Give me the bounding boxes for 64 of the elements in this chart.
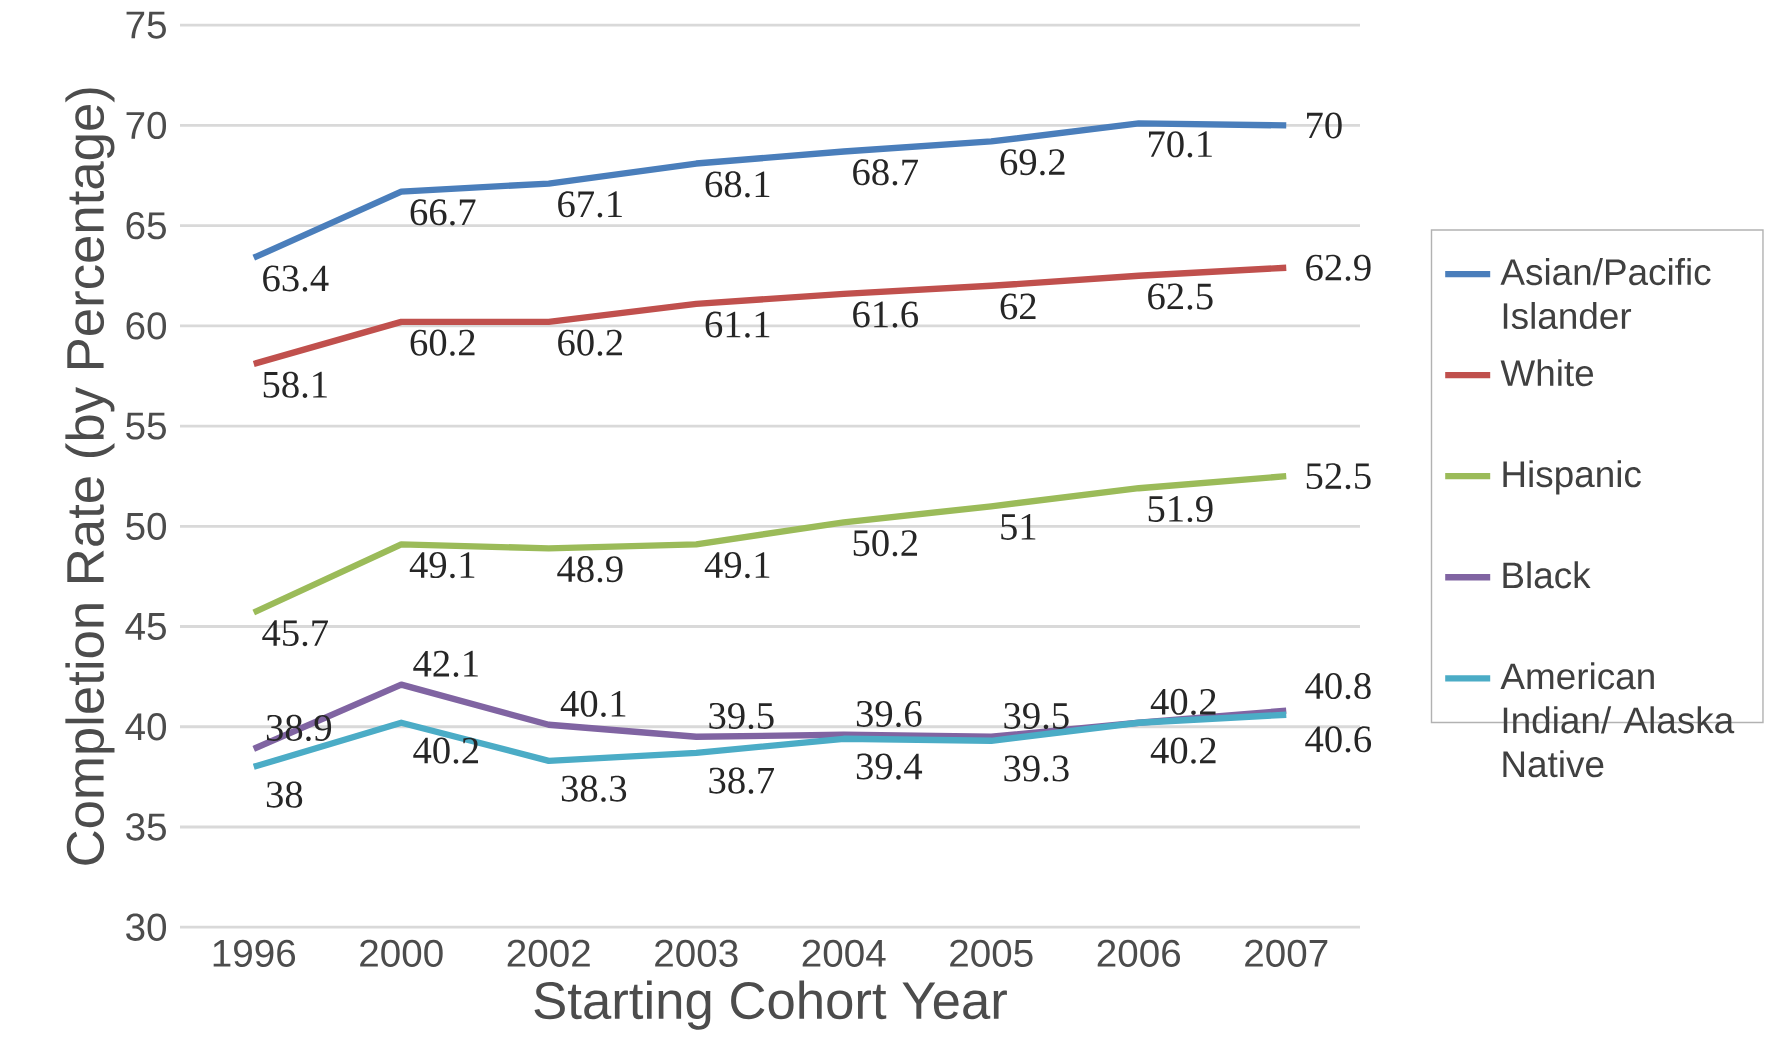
data-label: 50.2	[853, 529, 918, 557]
data-label: 66.7	[410, 199, 476, 226]
data-label: 48.9	[557, 556, 623, 583]
data-label: 39.5	[709, 702, 774, 729]
y-tick-label: 40	[125, 713, 167, 741]
data-label: 38	[266, 781, 303, 808]
x-tick-label: 2007	[1245, 939, 1328, 967]
x-tick-label: 2004	[802, 939, 886, 967]
data-label: 68.1	[705, 171, 770, 198]
data-label: 45.7	[262, 620, 328, 647]
data-label: 62.9	[1306, 254, 1371, 281]
data-label: 61.1	[705, 311, 770, 338]
data-label: 40.2	[1150, 737, 1216, 764]
legend-label: White	[1500, 359, 1594, 387]
data-label: 40.2	[1150, 688, 1216, 715]
y-tick-label: 35	[126, 813, 166, 841]
x-tick-label: 1996	[213, 939, 296, 967]
data-label: 39.4	[856, 753, 923, 780]
y-tick-label: 55	[126, 412, 166, 440]
x-tick-label: 2006	[1097, 939, 1181, 967]
data-label: 38.7	[709, 767, 775, 794]
data-label: 38.3	[561, 775, 627, 802]
legend-label: Hispanic	[1503, 460, 1641, 495]
y-tick-label: 60	[126, 312, 167, 340]
y-tick-label: 45	[125, 612, 166, 640]
data-label: 51	[1001, 513, 1036, 540]
data-label: 39.3	[1004, 755, 1069, 782]
data-label: 70	[1307, 112, 1342, 139]
data-label: 39.6	[856, 700, 922, 727]
data-label: 58.1	[263, 371, 327, 398]
y-tick-label: 65	[126, 211, 166, 240]
data-label: 60.2	[410, 329, 475, 356]
y-tick-label: 75	[126, 11, 166, 39]
data-label: 60.2	[558, 329, 623, 356]
legend-label: Black	[1503, 561, 1591, 589]
data-label: 62.5	[1148, 283, 1213, 310]
data-label: 70.1	[1149, 131, 1212, 158]
y-tick-label: 30	[126, 913, 167, 941]
x-axis-title: Starting Cohort Year	[534, 980, 1007, 1030]
x-tick-label: 2005	[950, 939, 1033, 967]
y-axis-title: Completion Rate (by Percentage)	[65, 88, 115, 865]
data-label: 61.6	[853, 301, 918, 328]
data-label: 39.5	[1004, 702, 1069, 729]
data-label: 49.1	[409, 552, 475, 579]
data-label: 68.7	[853, 159, 918, 186]
data-label: 40.2	[413, 737, 479, 764]
data-label: 62	[1000, 293, 1036, 320]
data-label: 51.9	[1148, 495, 1213, 523]
data-label: 40.1	[560, 690, 626, 717]
legend-label: Asian/Pacific Islander	[1500, 257, 1711, 330]
x-tick-label: 2002	[507, 939, 590, 967]
y-tick-label: 50	[126, 512, 167, 540]
legend-label: American Indian/ Alaska Native	[1500, 662, 1735, 778]
x-tick-label: 2003	[655, 939, 738, 967]
data-label: 63.4	[263, 265, 329, 292]
x-tick-label: 2000	[360, 939, 443, 967]
data-label: 67.1	[558, 191, 622, 218]
data-label: 42.1	[413, 650, 478, 677]
data-label: 69.2	[1000, 149, 1065, 176]
data-label: 40.8	[1305, 672, 1371, 700]
data-label: 52.5	[1306, 463, 1371, 490]
y-tick-label: 70	[126, 111, 167, 140]
data-label: 49.1	[704, 552, 770, 579]
data-label: 40.6	[1305, 726, 1372, 753]
